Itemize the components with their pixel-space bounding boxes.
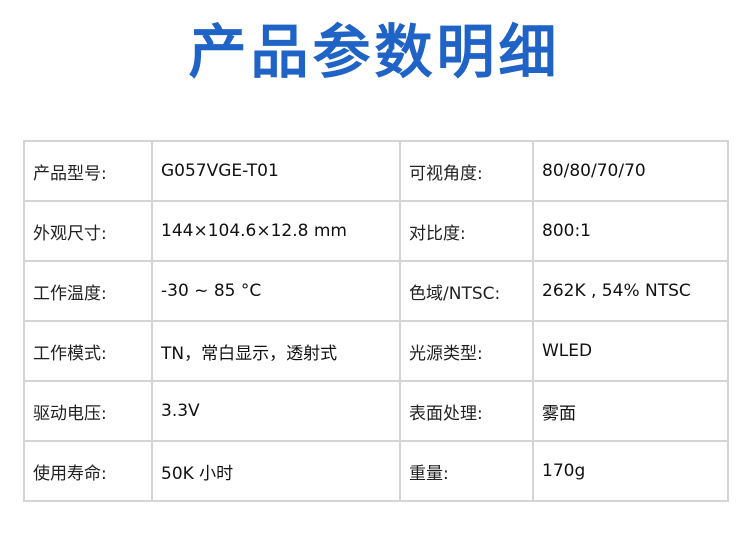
spec-value: 50K 小时	[151, 440, 401, 502]
spec-label: 表面处理:	[399, 380, 534, 442]
table-row: 使用寿命: 50K 小时 重量: 170g	[23, 440, 729, 502]
spec-value: 雾面	[532, 380, 729, 442]
spec-table: 产品型号: G057VGE-T01 可视角度: 80/80/70/70 外观尺寸: 144…	[23, 140, 729, 502]
spec-value: TN，常白显示，透射式	[151, 320, 401, 382]
spec-label: 色域/NTSC:	[399, 260, 534, 322]
spec-label: 使用寿命:	[23, 440, 153, 502]
spec-label: 驱动电压:	[23, 380, 153, 442]
spec-value: 3.3V	[151, 380, 401, 442]
spec-value: -30 ~ 85 °C	[151, 260, 401, 322]
spec-value: G057VGE-T01	[151, 140, 401, 202]
spec-label: 光源类型:	[399, 320, 534, 382]
spec-label: 可视角度:	[399, 140, 534, 202]
spec-label: 产品型号:	[23, 140, 153, 202]
spec-label: 工作模式:	[23, 320, 153, 382]
spec-value: 170g	[532, 440, 729, 502]
spec-label: 对比度:	[399, 200, 534, 262]
table-row: 工作温度: -30 ~ 85 °C 色域/NTSC: 262K , 54% NTSC	[23, 260, 729, 322]
spec-label: 工作温度:	[23, 260, 153, 322]
table-row: 驱动电压: 3.3V 表面处理: 雾面	[23, 380, 729, 442]
page-title: 产品参数明细	[188, 18, 561, 86]
spec-value: 144×104.6×12.8 mm	[151, 200, 401, 262]
spec-label: 重量:	[399, 440, 534, 502]
spec-value: 262K , 54% NTSC	[532, 260, 729, 322]
table-row: 产品型号: G057VGE-T01 可视角度: 80/80/70/70	[23, 140, 729, 202]
spec-label: 外观尺寸:	[23, 200, 153, 262]
table-row: 工作模式: TN，常白显示，透射式 光源类型: WLED	[23, 320, 729, 382]
spec-value: 80/80/70/70	[532, 140, 729, 202]
spec-value: 800:1	[532, 200, 729, 262]
spec-value: WLED	[532, 320, 729, 382]
table-row: 外观尺寸: 144×104.6×12.8 mm 对比度: 800:1	[23, 200, 729, 262]
